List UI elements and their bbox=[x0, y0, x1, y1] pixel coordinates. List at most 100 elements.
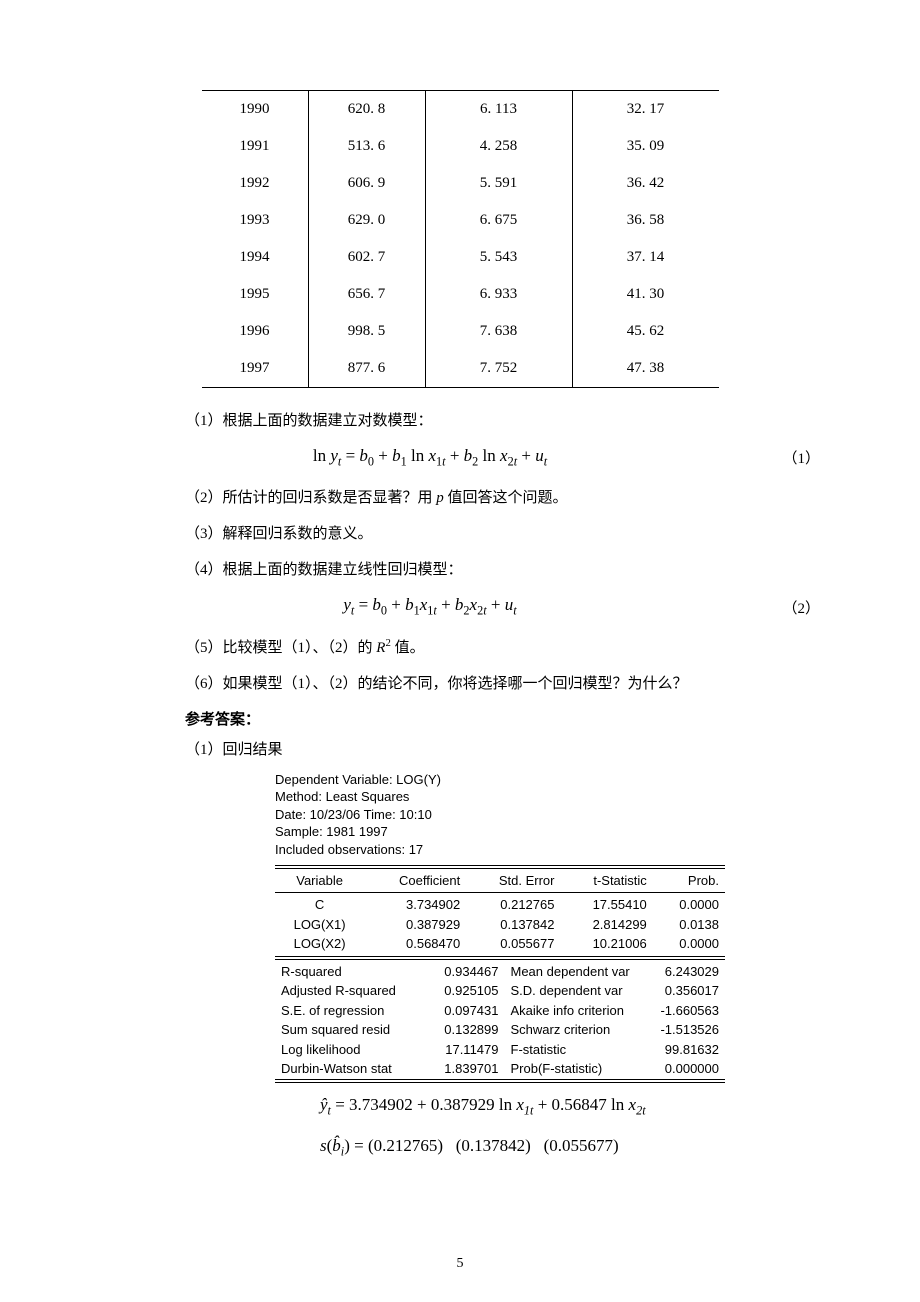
table-row: 1996998. 57. 63845. 62 bbox=[202, 313, 719, 350]
table-cell: 629. 0 bbox=[308, 202, 425, 239]
eviews-stats-row: Sum squared resid0.132899Schwarz criteri… bbox=[275, 1020, 725, 1040]
eviews-coef-header: Variable Coefficient Std. Error t-Statis… bbox=[275, 868, 725, 890]
eviews-cell: LOG(X1) bbox=[275, 915, 364, 935]
data-table-body: 1990620. 86. 11332. 171991513. 64. 25835… bbox=[202, 91, 719, 388]
eviews-cell: 0.0000 bbox=[653, 934, 725, 954]
table-cell: 6. 933 bbox=[425, 276, 572, 313]
table-cell: 7. 752 bbox=[425, 350, 572, 388]
eviews-cell: -1.513526 bbox=[644, 1020, 725, 1040]
table-cell: 5. 591 bbox=[425, 165, 572, 202]
eviews-cell: 0.356017 bbox=[644, 981, 725, 1001]
table-cell: 602. 7 bbox=[308, 239, 425, 276]
eviews-coef-table: Variable Coefficient Std. Error t-Statis… bbox=[275, 865, 725, 957]
equation-2-number: （2） bbox=[760, 597, 820, 618]
question-5: （5）比较模型（1）、（2）的 R2 值。 bbox=[100, 633, 820, 663]
eviews-cell: 0.097431 bbox=[424, 1001, 505, 1021]
table-cell: 877. 6 bbox=[308, 350, 425, 388]
eviews-cell: 1.839701 bbox=[424, 1059, 505, 1079]
answer-1: （1）回归结果 bbox=[100, 735, 820, 765]
eviews-cell: Akaike info criterion bbox=[505, 1001, 645, 1021]
eviews-cell: 2.814299 bbox=[560, 915, 652, 935]
eviews-cell: 3.734902 bbox=[364, 895, 466, 915]
eviews-cell: 17.55410 bbox=[560, 895, 652, 915]
table-cell: 606. 9 bbox=[308, 165, 425, 202]
table-cell: 513. 6 bbox=[308, 128, 425, 165]
eviews-header: Dependent Variable: LOG(Y)Method: Least … bbox=[275, 771, 725, 859]
table-cell: 998. 5 bbox=[308, 313, 425, 350]
eviews-cell: 0.925105 bbox=[424, 981, 505, 1001]
result-equation-yhat: ŷt = 3.734902 + 0.387929 ln x1t + 0.5684… bbox=[320, 1095, 820, 1118]
eviews-cell: 0.137842 bbox=[466, 915, 560, 935]
equation-1: ln yt = b0 + b1 ln x1t + b2 ln x2t + ut bbox=[100, 446, 760, 469]
table-row: 1993629. 06. 67536. 58 bbox=[202, 202, 719, 239]
table-cell: 620. 8 bbox=[308, 91, 425, 129]
eviews-cell: 0.387929 bbox=[364, 915, 466, 935]
table-cell: 4. 258 bbox=[425, 128, 572, 165]
table-row: 1995656. 76. 93341. 30 bbox=[202, 276, 719, 313]
table-cell: 6. 675 bbox=[425, 202, 572, 239]
equation-1-number: （1） bbox=[760, 447, 820, 468]
eviews-cell: Durbin-Watson stat bbox=[275, 1059, 424, 1079]
eviews-cell: 0.934467 bbox=[424, 962, 505, 982]
table-cell: 47. 38 bbox=[572, 350, 719, 388]
eviews-coef-body: C3.7349020.21276517.554100.0000LOG(X1)0.… bbox=[275, 893, 725, 957]
data-table: 1990620. 86. 11332. 171991513. 64. 25835… bbox=[202, 90, 719, 388]
eviews-cell: F-statistic bbox=[505, 1040, 645, 1060]
col-stderror: Std. Error bbox=[466, 868, 560, 890]
eviews-stats-row: R-squared0.934467Mean dependent var6.243… bbox=[275, 962, 725, 982]
eviews-cell: Mean dependent var bbox=[505, 962, 645, 982]
table-cell: 1994 bbox=[202, 239, 309, 276]
table-cell: 1993 bbox=[202, 202, 309, 239]
table-row: 1994602. 75. 54337. 14 bbox=[202, 239, 719, 276]
table-cell: 36. 58 bbox=[572, 202, 719, 239]
table-cell: 35. 09 bbox=[572, 128, 719, 165]
eviews-stats-row: Adjusted R-squared0.925105S.D. dependent… bbox=[275, 981, 725, 1001]
eviews-cell: 0.0000 bbox=[653, 895, 725, 915]
eviews-cell: Adjusted R-squared bbox=[275, 981, 424, 1001]
equation-2: yt = b0 + b1x1t + b2x2t + ut bbox=[100, 595, 760, 618]
question-4: （4）根据上面的数据建立线性回归模型： bbox=[100, 555, 820, 585]
table-cell: 1996 bbox=[202, 313, 309, 350]
eviews-coef-row: C3.7349020.21276517.554100.0000 bbox=[275, 895, 725, 915]
eviews-cell: C bbox=[275, 895, 364, 915]
table-cell: 1997 bbox=[202, 350, 309, 388]
eviews-header-line: Method: Least Squares bbox=[275, 788, 725, 806]
question-1: （1）根据上面的数据建立对数模型： bbox=[100, 406, 820, 436]
eviews-cell: -1.660563 bbox=[644, 1001, 725, 1021]
eviews-cell: 0.568470 bbox=[364, 934, 466, 954]
page-number: 5 bbox=[0, 1256, 920, 1272]
eviews-cell: S.D. dependent var bbox=[505, 981, 645, 1001]
eviews-header-line: Sample: 1981 1997 bbox=[275, 823, 725, 841]
table-cell: 656. 7 bbox=[308, 276, 425, 313]
eviews-cell: 0.0138 bbox=[653, 915, 725, 935]
table-row: 1997877. 67. 75247. 38 bbox=[202, 350, 719, 388]
table-cell: 1990 bbox=[202, 91, 309, 129]
eviews-cell: 6.243029 bbox=[644, 962, 725, 982]
table-cell: 1992 bbox=[202, 165, 309, 202]
eviews-cell: 0.212765 bbox=[466, 895, 560, 915]
table-row: 1990620. 86. 11332. 17 bbox=[202, 91, 719, 129]
eviews-coef-row: LOG(X1)0.3879290.1378422.8142990.0138 bbox=[275, 915, 725, 935]
eviews-cell: Schwarz criterion bbox=[505, 1020, 645, 1040]
equation-1-row: ln yt = b0 + b1 ln x1t + b2 ln x2t + ut … bbox=[100, 446, 820, 469]
table-cell: 32. 17 bbox=[572, 91, 719, 129]
eviews-cell: 17.11479 bbox=[424, 1040, 505, 1060]
table-cell: 37. 14 bbox=[572, 239, 719, 276]
eviews-cell: 0.000000 bbox=[644, 1059, 725, 1079]
table-cell: 6. 113 bbox=[425, 91, 572, 129]
table-cell: 41. 30 bbox=[572, 276, 719, 313]
eviews-header-line: Included observations: 17 bbox=[275, 841, 725, 859]
col-prob: Prob. bbox=[653, 868, 725, 890]
eviews-cell: 10.21006 bbox=[560, 934, 652, 954]
table-cell: 45. 62 bbox=[572, 313, 719, 350]
eviews-stats-row: S.E. of regression0.097431Akaike info cr… bbox=[275, 1001, 725, 1021]
eviews-cell: S.E. of regression bbox=[275, 1001, 424, 1021]
question-2: （2）所估计的回归系数是否显著？用 p 值回答这个问题。 bbox=[100, 483, 820, 513]
table-cell: 36. 42 bbox=[572, 165, 719, 202]
col-variable: Variable bbox=[275, 868, 364, 890]
eviews-stats-body: R-squared0.934467Mean dependent var6.243… bbox=[275, 959, 725, 1079]
table-cell: 1991 bbox=[202, 128, 309, 165]
eviews-stats-row: Log likelihood17.11479F-statistic99.8163… bbox=[275, 1040, 725, 1060]
eviews-cell: LOG(X2) bbox=[275, 934, 364, 954]
eviews-output: Dependent Variable: LOG(Y)Method: Least … bbox=[275, 771, 725, 1083]
